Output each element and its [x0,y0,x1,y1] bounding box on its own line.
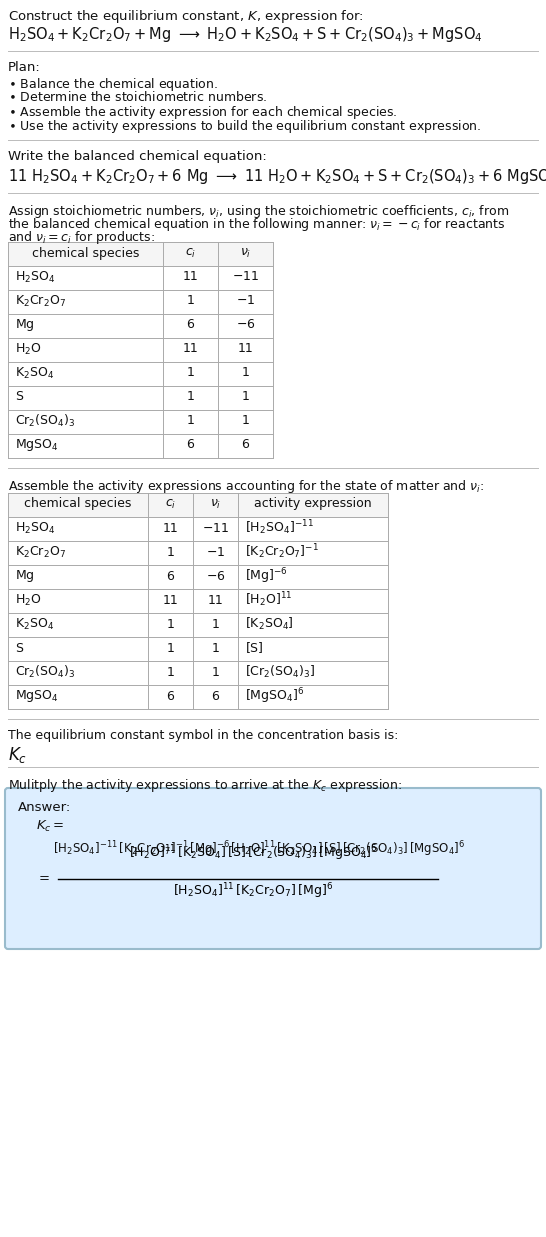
Text: $\mathrm{H_2O}$: $\mathrm{H_2O}$ [15,341,41,356]
Text: $\mathrm{S}$: $\mathrm{S}$ [15,642,24,654]
Text: $\mathrm{K_2SO_4}$: $\mathrm{K_2SO_4}$ [15,616,54,632]
Text: 6: 6 [241,438,250,452]
Text: 11: 11 [182,343,198,355]
Text: $c_i$: $c_i$ [165,497,176,511]
Text: and $\nu_i = c_i$ for products:: and $\nu_i = c_i$ for products: [8,229,155,246]
Text: $[\mathrm{Cr_2(SO_4)_3}]$: $[\mathrm{Cr_2(SO_4)_3}]$ [245,664,315,680]
Text: Answer:: Answer: [18,802,71,814]
Text: $[\mathrm{H_2O}]^{11}$: $[\mathrm{H_2O}]^{11}$ [245,590,293,610]
Text: 1: 1 [187,414,194,428]
Text: Plan:: Plan: [8,61,41,74]
Text: $c_i$: $c_i$ [185,246,196,260]
Text: 1: 1 [167,642,174,654]
Text: $\mathrm{K_2Cr_2O_7}$: $\mathrm{K_2Cr_2O_7}$ [15,544,66,559]
Text: Mulitply the activity expressions to arrive at the $K_c$ expression:: Mulitply the activity expressions to arr… [8,777,402,794]
Text: $\mathrm{Mg}$: $\mathrm{Mg}$ [15,317,34,333]
Text: 1: 1 [241,391,250,403]
Text: $\mathrm{K_2Cr_2O_7}$: $\mathrm{K_2Cr_2O_7}$ [15,293,66,308]
Text: 6: 6 [167,689,174,703]
Text: 11: 11 [163,522,179,534]
Text: Assemble the activity expressions accounting for the state of matter and $\nu_i$: Assemble the activity expressions accoun… [8,477,484,495]
Text: $\mathrm{Cr_2(SO_4)_3}$: $\mathrm{Cr_2(SO_4)_3}$ [15,664,75,680]
Text: 11: 11 [182,271,198,283]
Text: Assign stoichiometric numbers, $\nu_i$, using the stoichiometric coefficients, $: Assign stoichiometric numbers, $\nu_i$, … [8,203,509,220]
Text: $\mathrm{MgSO_4}$: $\mathrm{MgSO_4}$ [15,437,58,453]
Text: 1: 1 [211,666,219,679]
Text: $\bullet$ Assemble the activity expression for each chemical species.: $\bullet$ Assemble the activity expressi… [8,104,397,121]
Text: $-1$: $-1$ [206,546,225,558]
Text: 11: 11 [207,594,223,606]
Text: chemical species: chemical species [32,246,139,260]
Text: $\bullet$ Use the activity expressions to build the equilibrium constant express: $\bullet$ Use the activity expressions t… [8,118,481,135]
Text: 6: 6 [187,438,194,452]
Text: 1: 1 [187,294,194,308]
Text: $\nu_i$: $\nu_i$ [210,497,221,511]
Text: 1: 1 [167,546,174,558]
Text: $=$: $=$ [36,871,50,883]
Text: $\nu_i$: $\nu_i$ [240,246,251,260]
Text: 11: 11 [163,594,179,606]
Text: $[\mathrm{S}]$: $[\mathrm{S}]$ [245,641,264,656]
Text: $-6$: $-6$ [236,318,256,332]
Text: $\mathrm{Mg}$: $\mathrm{Mg}$ [15,568,34,584]
Text: $[\mathrm{H_2SO_4}]^{-11}$: $[\mathrm{H_2SO_4}]^{-11}$ [245,518,314,537]
Text: 1: 1 [167,617,174,631]
Text: $[\mathrm{H_2SO_4}]^{11}\,[\mathrm{K_2Cr_2O_7}]\,[\mathrm{Mg}]^6$: $[\mathrm{H_2SO_4}]^{11}\,[\mathrm{K_2Cr… [173,881,333,901]
Bar [8,242,273,266]
Text: $\mathrm{MgSO_4}$: $\mathrm{MgSO_4}$ [15,688,58,704]
Text: $\mathrm{H_2SO_4}$: $\mathrm{H_2SO_4}$ [15,270,55,285]
Text: 1: 1 [241,366,250,380]
Text: Construct the equilibrium constant, $K$, expression for:: Construct the equilibrium constant, $K$,… [8,7,364,25]
Text: $[\mathrm{K_2Cr_2O_7}]^{-1}$: $[\mathrm{K_2Cr_2O_7}]^{-1}$ [245,543,319,562]
FancyBboxPatch shape [5,788,541,949]
Text: Write the balanced chemical equation:: Write the balanced chemical equation: [8,150,267,163]
Text: $-11$: $-11$ [232,271,259,283]
Text: $\mathrm{H_2SO_4 + K_2Cr_2O_7 + Mg\ \longrightarrow\ H_2O + K_2SO_4 + S + Cr_2(S: $\mathrm{H_2SO_4 + K_2Cr_2O_7 + Mg\ \lon… [8,25,483,45]
Text: $-1$: $-1$ [236,294,255,308]
Text: the balanced chemical equation in the following manner: $\nu_i = -c_i$ for react: the balanced chemical equation in the fo… [8,216,506,233]
Text: $-6$: $-6$ [206,569,225,583]
Text: $K_c =$: $K_c =$ [36,819,64,834]
Text: $K_c$: $K_c$ [8,745,27,764]
Text: $\mathrm{H_2O}$: $\mathrm{H_2O}$ [15,593,41,607]
Text: 1: 1 [187,366,194,380]
Text: 1: 1 [187,391,194,403]
Text: chemical species: chemical species [25,497,132,511]
Text: $[\mathrm{H_2O}]^{11}\,[\mathrm{K_2SO_4}]\,[\mathrm{S}]\,[\mathrm{Cr_2(SO_4)_3}]: $[\mathrm{H_2O}]^{11}\,[\mathrm{K_2SO_4}… [128,844,377,863]
Text: 6: 6 [167,569,174,583]
Text: 1: 1 [211,617,219,631]
Text: 1: 1 [167,666,174,679]
Text: $-11$: $-11$ [202,522,229,534]
Text: $\mathrm{H_2SO_4}$: $\mathrm{H_2SO_4}$ [15,521,55,536]
Text: 6: 6 [187,318,194,332]
Text: activity expression: activity expression [254,497,372,511]
Text: $[\mathrm{Mg}]^{-6}$: $[\mathrm{Mg}]^{-6}$ [245,567,288,586]
Text: 6: 6 [211,689,219,703]
Text: $\mathrm{S}$: $\mathrm{S}$ [15,391,24,403]
Text: $\bullet$ Balance the chemical equation.: $\bullet$ Balance the chemical equation. [8,75,218,93]
Text: The equilibrium constant symbol in the concentration basis is:: The equilibrium constant symbol in the c… [8,729,399,742]
Text: $\mathrm{K_2SO_4}$: $\mathrm{K_2SO_4}$ [15,365,54,381]
Text: $[\mathrm{K_2SO_4}]$: $[\mathrm{K_2SO_4}]$ [245,616,294,632]
Text: $\bullet$ Determine the stoichiometric numbers.: $\bullet$ Determine the stoichiometric n… [8,90,267,104]
Text: $\mathrm{11\ H_2SO_4 + K_2Cr_2O_7 + 6\ Mg\ \longrightarrow\ 11\ H_2O + K_2SO_4 +: $\mathrm{11\ H_2SO_4 + K_2Cr_2O_7 + 6\ M… [8,167,546,186]
Text: 1: 1 [211,642,219,654]
Text: 1: 1 [241,414,250,428]
Text: $[\mathrm{MgSO_4}]^6$: $[\mathrm{MgSO_4}]^6$ [245,687,305,706]
Bar [8,494,388,517]
Text: $[\mathrm{H_2SO_4}]^{-11}\,[\mathrm{K_2Cr_2O_7}]^{-1}\,[\mathrm{Mg}]^{-6}\,[\mat: $[\mathrm{H_2SO_4}]^{-11}\,[\mathrm{K_2C… [53,839,465,858]
Text: $\mathrm{Cr_2(SO_4)_3}$: $\mathrm{Cr_2(SO_4)_3}$ [15,413,75,429]
Text: 11: 11 [238,343,253,355]
